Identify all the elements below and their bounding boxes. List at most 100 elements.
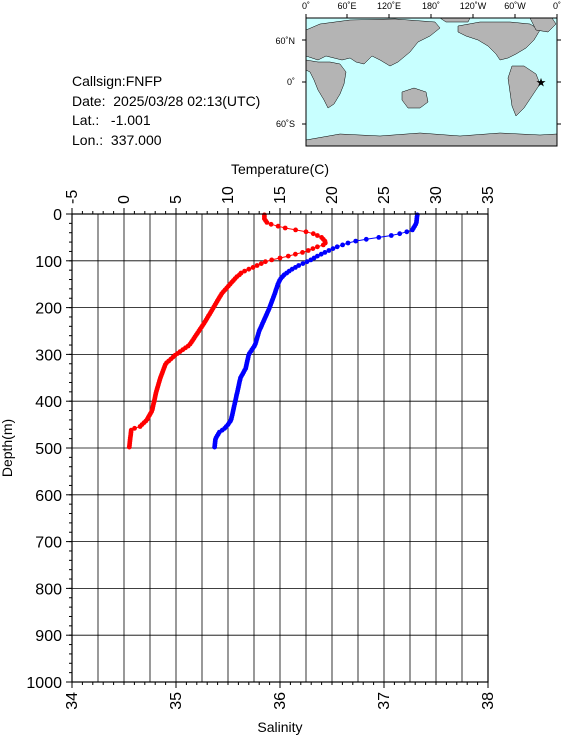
temperature-tick-label: 25: [376, 186, 393, 204]
salinity-data-point: [310, 246, 316, 252]
salinity-data-point: [293, 227, 298, 233]
salinity-profile-line: [128, 214, 326, 448]
depth-tick-label: 0: [53, 207, 62, 224]
temperature-tick-label: 30: [428, 186, 445, 204]
salinity-data-point: [277, 255, 283, 261]
date-value: 2025/03/28 02:13(UTC): [113, 92, 261, 109]
temperature-data-point: [410, 227, 415, 233]
depth-tick-label: 700: [35, 535, 62, 552]
salinity-data-point: [305, 248, 311, 253]
salinity-tick-label: 34: [64, 692, 81, 710]
depth-tick-label: 100: [35, 254, 62, 271]
lat-value: -1.001: [110, 112, 151, 128]
salinity-data-point: [300, 250, 305, 255]
salinity-tick-label: 37: [376, 692, 393, 710]
salinity-data-point: [263, 259, 268, 265]
temperature-data-point: [322, 250, 328, 255]
callsign-row: Callsign:FNFP: [72, 72, 260, 92]
salinity-tick-label: 35: [168, 692, 185, 710]
depth-tick-label: 300: [35, 347, 62, 364]
depth-tick-label: 800: [35, 581, 62, 598]
temperature-data-point: [300, 261, 306, 266]
temperature-data-point: [388, 233, 394, 238]
depth-tick-label: 400: [35, 394, 62, 411]
salinity-tick-label: 36: [272, 692, 289, 710]
map-lon-label: 60˚E: [337, 1, 356, 11]
callsign-value: FNFP: [125, 73, 163, 89]
temperature-data-point: [334, 244, 340, 250]
lat-row: Lat.: -1.001: [72, 111, 260, 131]
land-africa: [305, 59, 347, 109]
land-australia: [401, 87, 429, 109]
map-frame-ticks: [302, 14, 561, 125]
location-map: 0˚ 60˚E 120˚E 180˚ 120˚W 60˚W 0˚ 60˚N 0˚…: [275, 1, 561, 147]
salinity-data-point: [126, 444, 132, 450]
temperature-data-point: [345, 240, 351, 246]
temperature-tick-label: 0: [116, 195, 133, 204]
lon-row: Lon.: 337.000: [72, 131, 260, 151]
temperature-data-point: [318, 251, 324, 257]
salinity-axis-title: Salinity: [257, 719, 302, 735]
temperature-data-point: [308, 257, 314, 263]
map-lat-label: 0˚: [287, 77, 295, 87]
salinity-data-point: [268, 221, 274, 227]
temperature-data-point: [363, 236, 369, 242]
temperature-data-point: [212, 444, 218, 450]
temperature-tick-label: 15: [272, 186, 289, 204]
station-marker-star: ★: [536, 76, 547, 90]
salinity-data-point: [242, 268, 248, 274]
salinity-data-point: [246, 266, 252, 272]
temperature-data-point: [404, 229, 410, 235]
temperature-data-point: [326, 248, 332, 253]
depth-tick-label: 200: [35, 301, 62, 318]
temperature-tick-label: 35: [480, 186, 497, 204]
map-lon-label: 0˚: [553, 1, 561, 11]
salinity-data-point: [250, 265, 256, 270]
station-info: Callsign:FNFP Date: 2025/03/28 02:13(UTC…: [72, 72, 260, 150]
temperature-axis-title: Temperature(C): [231, 161, 329, 177]
salinity-data-point: [315, 244, 320, 250]
land-south-america: [507, 65, 541, 117]
salinity-data-point: [269, 257, 275, 263]
land-eurasia: [305, 18, 441, 67]
depth-tick-label: 900: [35, 628, 62, 645]
land-north-america: [457, 21, 541, 61]
lat-label: Lat.:: [72, 112, 100, 128]
temperature-tick-label: 10: [220, 186, 237, 204]
map-lat-labels: 60˚N 0˚ 60˚S: [275, 36, 295, 129]
temperature-tick-label: 5: [168, 195, 185, 204]
salinity-data-point: [282, 225, 288, 231]
map-lon-label: 120˚W: [460, 1, 487, 11]
salinity-data-point: [137, 424, 143, 429]
salinity-data-point: [285, 253, 291, 259]
depth-tick-label: 1000: [26, 675, 62, 692]
temperature-data-point: [397, 231, 403, 237]
salinity-data-point: [254, 263, 260, 268]
lon-value: 337.000: [110, 131, 162, 148]
salinity-data-point: [310, 231, 316, 237]
map-lat-label: 60˚N: [275, 36, 295, 46]
map-lat-label: 60˚S: [276, 119, 295, 129]
temperature-data-point: [304, 259, 310, 265]
temperature-data-point: [340, 242, 345, 248]
depth-axis-title: Depth(m): [0, 419, 15, 477]
chart-series: [126, 212, 420, 450]
temperature-data-point: [376, 235, 382, 240]
date-label: Date:: [72, 92, 106, 109]
date-row: Date: 2025/03/28 02:13(UTC): [72, 92, 260, 112]
salinity-data-point: [293, 251, 298, 257]
temperature-tick-label: 20: [324, 186, 341, 204]
temperature-tick-label: -5: [64, 190, 81, 204]
temperature-profile-line: [214, 214, 418, 448]
depth-tick-label: 500: [35, 441, 62, 458]
salinity-data-point: [264, 220, 270, 225]
callsign-label: Callsign:: [72, 73, 126, 89]
depth-tick-label: 600: [35, 488, 62, 505]
map-lon-label: 60˚W: [504, 1, 526, 11]
map-lon-label: 0˚: [302, 1, 310, 11]
salinity-tick-label: 38: [480, 692, 497, 710]
salinity-data-point: [303, 229, 309, 235]
salinity-data-point: [315, 233, 320, 238]
